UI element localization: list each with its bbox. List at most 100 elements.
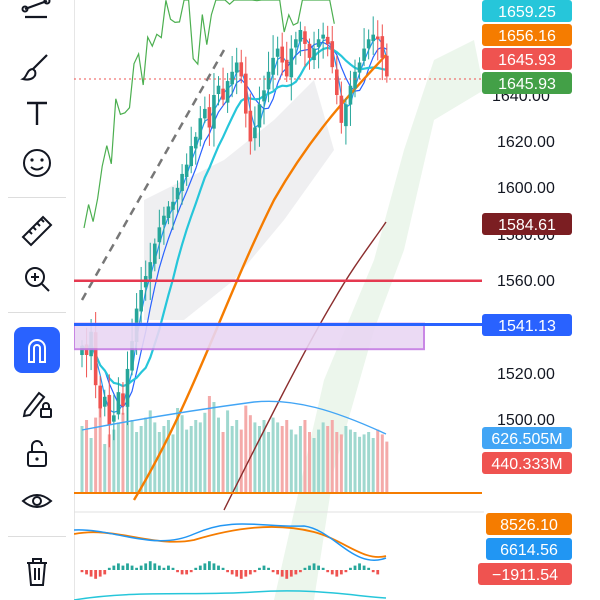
price-axis: 1640.00 1620.00 1600.00 1580.00 1560.00 … [492,88,555,429]
lock-drawings-tool[interactable] [14,380,60,426]
ruler-tool[interactable] [14,208,60,254]
volume-bar [244,405,248,492]
macd-histogram-bar [280,570,284,577]
badge-volume-label: 440.333M [491,456,562,473]
macd-histogram-bar [258,567,261,570]
badge-last-price-label: 1645.93 [498,52,556,69]
macd-histogram-bar [148,561,152,570]
price-tick-1620: 1620.00 [497,134,555,151]
candle-body [121,393,125,407]
macd-histogram-bar [153,563,157,570]
candle-body [321,34,325,39]
volume-bar [248,415,252,492]
pencil-lock-icon [22,391,52,418]
volume-bar [294,434,298,492]
volume-bar [276,422,280,492]
hide-drawings-tool[interactable] [14,478,60,524]
volume-bar [226,410,230,492]
volume-bar [139,426,143,492]
trend-lines-icon [21,0,51,19]
candle-body [385,55,389,77]
brush-tool[interactable] [14,44,60,90]
volume-bar [367,432,371,492]
macd-histogram-bar [103,570,107,575]
macd-histogram-bar [94,570,98,579]
candle-body [125,368,130,407]
ruler-icon [21,215,53,247]
emoji-tool[interactable] [14,140,60,186]
volume-bar [121,412,125,492]
volume-bar [217,417,220,492]
zoom-tool[interactable] [14,256,60,302]
magnet-tool[interactable] [14,327,60,373]
volume-bar [312,438,316,492]
candle-body [380,36,385,58]
candle-body [230,71,234,85]
trend-lines-tool[interactable] [14,0,60,28]
macd-histogram-bar [212,563,216,570]
macd-histogram-bar [180,570,184,575]
candle-body [80,345,84,355]
candle-body [271,57,275,75]
unlock-tool[interactable] [14,430,60,476]
zoom-in-icon [25,267,50,292]
volume-bar [144,417,148,492]
volume-bar [166,420,170,492]
volume-bar [85,420,89,492]
macd-histogram-bar [157,565,161,570]
candle-body [130,341,134,371]
badge-volume [482,452,572,474]
volume-bar [353,432,357,492]
candle-body [294,39,298,48]
volume-bar [157,432,161,492]
candle-body [139,290,143,312]
volume-bar [107,434,111,492]
macd-histogram-bar [367,567,371,570]
volume-bar [98,408,102,492]
badge-blue-level-label: 1541.13 [498,318,556,335]
volume-bar [176,408,180,492]
ichimoku-cloud [144,40,484,600]
delete-tool[interactable] [14,548,60,594]
volume-bar [298,426,302,492]
volume-bar [112,429,116,492]
brush-icon [20,54,48,81]
price-tick-1500: 1500.00 [497,412,555,429]
macd-histogram-bar [303,567,307,570]
bottom-indicator-line [74,590,387,600]
candle-body [116,392,121,415]
text-tool[interactable] [14,90,60,136]
price-chart[interactable]: 1640.00 1620.00 1600.00 1580.00 1560.00 … [74,0,600,600]
dashed-trendline [80,49,226,301]
magnet-icon [28,339,46,363]
emoji-icon [23,149,51,177]
macd-histogram-bar [244,570,248,577]
toolbar-divider [8,197,66,198]
eye-icon [21,494,53,508]
badge-volume-ma-label: 626.505M [491,431,562,448]
candle-body [375,36,380,40]
badge-lagging-span [482,72,572,94]
macd-histogram-bar [317,565,320,570]
macd-histogram-bar [326,570,330,573]
candle-body [357,62,362,73]
price-tick-1560: 1560.00 [497,273,555,290]
macd-histogram-bar [112,565,116,570]
candle-body [253,127,257,139]
macd-histogram-bar [144,563,148,570]
unlock-icon [27,440,47,467]
volume-bar [371,438,375,492]
macd-histogram-bar [117,563,120,570]
candle-body [289,48,294,78]
ma-extra-long-line [223,221,387,511]
volume-bar [271,417,275,492]
candle-body [157,227,162,243]
badge-macd-signal-label: 8526.10 [500,517,558,534]
macd-pane [74,511,484,600]
macd-histogram-bar [262,565,266,570]
candle-body [180,173,184,191]
candle-body [193,136,198,149]
volume-bar [162,426,166,492]
volume-bar [358,436,362,492]
